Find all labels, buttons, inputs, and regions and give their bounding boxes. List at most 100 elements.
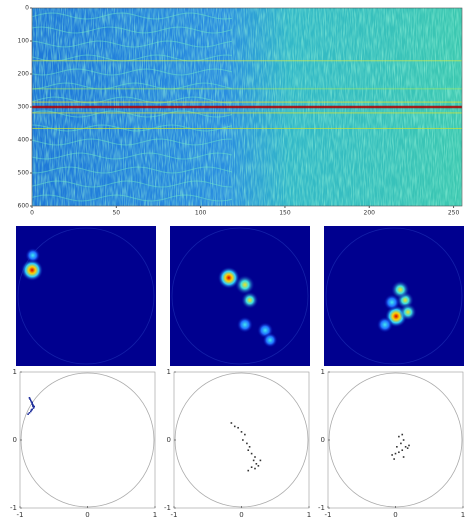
x-tick-label: 200 [364, 210, 376, 217]
heatmap-boundary [171, 227, 309, 365]
x-tick-label: 0 [393, 511, 397, 519]
heatmap-boundary [17, 227, 155, 365]
spectrogram-texture [32, 166, 233, 174]
plot-frame [173, 371, 310, 509]
x-tick-label: 250 [448, 210, 460, 217]
x-tick-label: 50 [112, 210, 120, 217]
spectrogram-texture [31, 110, 233, 118]
heatmap-background [16, 226, 156, 366]
point [233, 425, 236, 428]
point [408, 444, 410, 447]
point [257, 465, 260, 467]
y-tick-label: -1 [164, 504, 171, 512]
x-tick-label: -1 [325, 511, 332, 519]
plot-frame [19, 371, 156, 509]
spectrogram-texture [31, 26, 233, 34]
point [230, 422, 233, 424]
point [237, 426, 239, 429]
point [254, 467, 256, 470]
point [404, 446, 407, 448]
point [401, 449, 404, 451]
point [30, 409, 33, 411]
x-tick-label: 1 [153, 511, 157, 519]
y-tick-label: 1 [321, 368, 325, 376]
y-tick-label: 0 [167, 436, 171, 444]
point [401, 433, 404, 436]
point [31, 401, 33, 404]
point [252, 459, 255, 462]
spectrogram-texture [31, 180, 233, 188]
heatmap-blob [399, 303, 417, 321]
x-tick-label: -1 [17, 511, 24, 519]
x-tick-label: 150 [279, 210, 291, 217]
heatmap-blob [241, 291, 259, 309]
point [254, 456, 256, 458]
spectrogram-texture [31, 54, 233, 62]
point [398, 451, 400, 454]
x-tick-label: 1 [461, 511, 465, 519]
point [396, 446, 398, 448]
heatmap-blob [235, 275, 255, 295]
y-tick-label: 0 [321, 436, 325, 444]
spectrogram-texture [31, 68, 233, 76]
heatmap-background [170, 226, 310, 366]
heatmap-blob [262, 332, 278, 348]
point [250, 452, 253, 455]
point [28, 397, 31, 399]
spectrogram-texture [31, 152, 233, 160]
spectrogram-texture [31, 138, 232, 146]
point [247, 449, 250, 451]
point [32, 407, 35, 409]
y-tick-label: -1 [10, 504, 17, 512]
spectrogram-texture [31, 124, 233, 132]
spectrogram-texture [31, 40, 233, 48]
point [240, 431, 243, 433]
y-tick-label: 0 [13, 436, 17, 444]
heatmap-boundary [325, 227, 463, 365]
x-tick-label: 1 [307, 511, 311, 519]
heatmap-blob [21, 259, 44, 282]
point [393, 458, 395, 460]
point [244, 433, 246, 436]
point [30, 399, 32, 402]
heatmap-blob [391, 280, 410, 299]
point [246, 442, 248, 445]
point [28, 412, 31, 414]
heatmap-blob [376, 316, 393, 333]
point [242, 439, 244, 441]
point [406, 447, 409, 449]
point [247, 469, 250, 472]
point [250, 466, 253, 468]
y-tick-label: 400 [18, 137, 30, 144]
heatmap-blob [236, 316, 253, 333]
x-tick-label: -1 [171, 511, 178, 519]
heatmap-blob [217, 266, 240, 289]
y-tick-label: 1 [13, 368, 17, 376]
y-tick-label: 500 [18, 170, 30, 177]
point [398, 435, 400, 438]
heatmap-blob [25, 248, 41, 263]
point [259, 459, 262, 462]
y-tick-label: 100 [18, 38, 30, 45]
point [400, 442, 402, 445]
spectrogram-texture [31, 194, 233, 202]
point [33, 405, 35, 408]
x-tick-label: 0 [239, 511, 243, 519]
heatmap-blob [383, 294, 400, 311]
point [27, 413, 29, 415]
point [248, 446, 251, 448]
spectrogram-texture [31, 82, 233, 90]
y-tick-label: 600 [18, 203, 30, 210]
point [402, 439, 405, 441]
point [32, 403, 34, 406]
point [391, 454, 393, 456]
spectrogram-texture [31, 12, 233, 20]
y-tick-label: 0 [25, 5, 29, 12]
y-tick-label: 300 [18, 104, 30, 111]
point [29, 398, 31, 400]
spectrogram-texture [31, 96, 233, 104]
point [394, 452, 397, 455]
x-tick-label: 0 [85, 511, 89, 519]
y-tick-label: -1 [318, 504, 325, 512]
